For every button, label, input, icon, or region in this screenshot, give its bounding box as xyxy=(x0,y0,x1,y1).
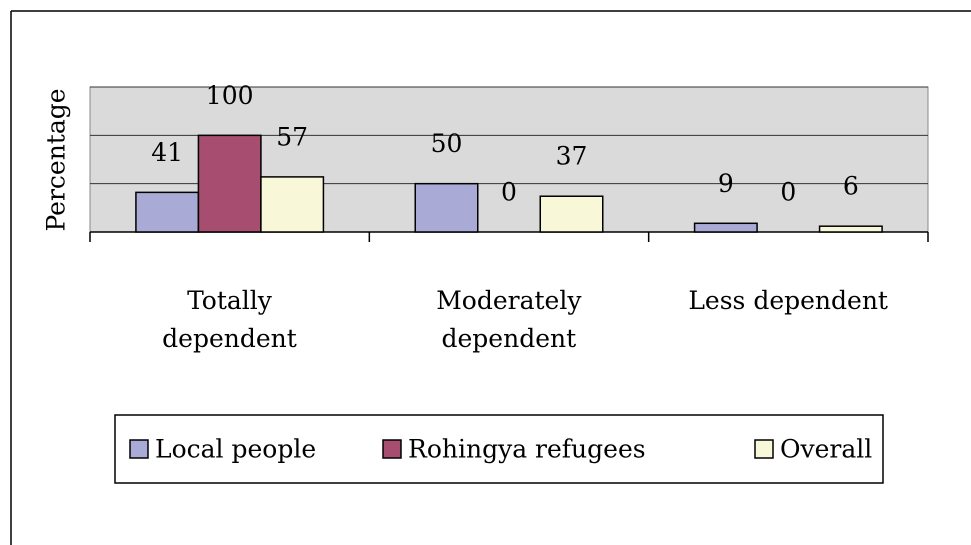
x-tick-label: Totally dependent xyxy=(162,286,297,353)
legend-label: Overall xyxy=(780,435,872,464)
data-label: 57 xyxy=(276,122,308,151)
data-label: 0 xyxy=(501,178,517,207)
data-label: 9 xyxy=(718,169,734,198)
data-label: 6 xyxy=(843,172,859,201)
legend-swatch xyxy=(129,439,149,459)
data-label: 41 xyxy=(151,138,183,167)
legend-swatch xyxy=(754,439,774,459)
y-axis-label: Percentage xyxy=(42,88,71,231)
x-tick-label: Less dependent xyxy=(688,286,888,315)
legend-label: Rohingya refugees xyxy=(408,435,646,464)
data-label: 100 xyxy=(206,81,254,110)
legend-swatch xyxy=(382,439,402,459)
bar xyxy=(818,225,883,233)
legend-label: Local people xyxy=(155,435,316,464)
bar xyxy=(539,195,604,233)
bar xyxy=(260,176,325,233)
data-label: 37 xyxy=(556,142,588,171)
bar xyxy=(693,222,758,233)
data-label: 50 xyxy=(431,129,463,158)
bar xyxy=(197,134,262,233)
bar xyxy=(414,182,479,233)
bar xyxy=(135,191,200,233)
data-label: 0 xyxy=(780,178,796,207)
x-tick-label: Moderately dependent xyxy=(436,286,582,353)
